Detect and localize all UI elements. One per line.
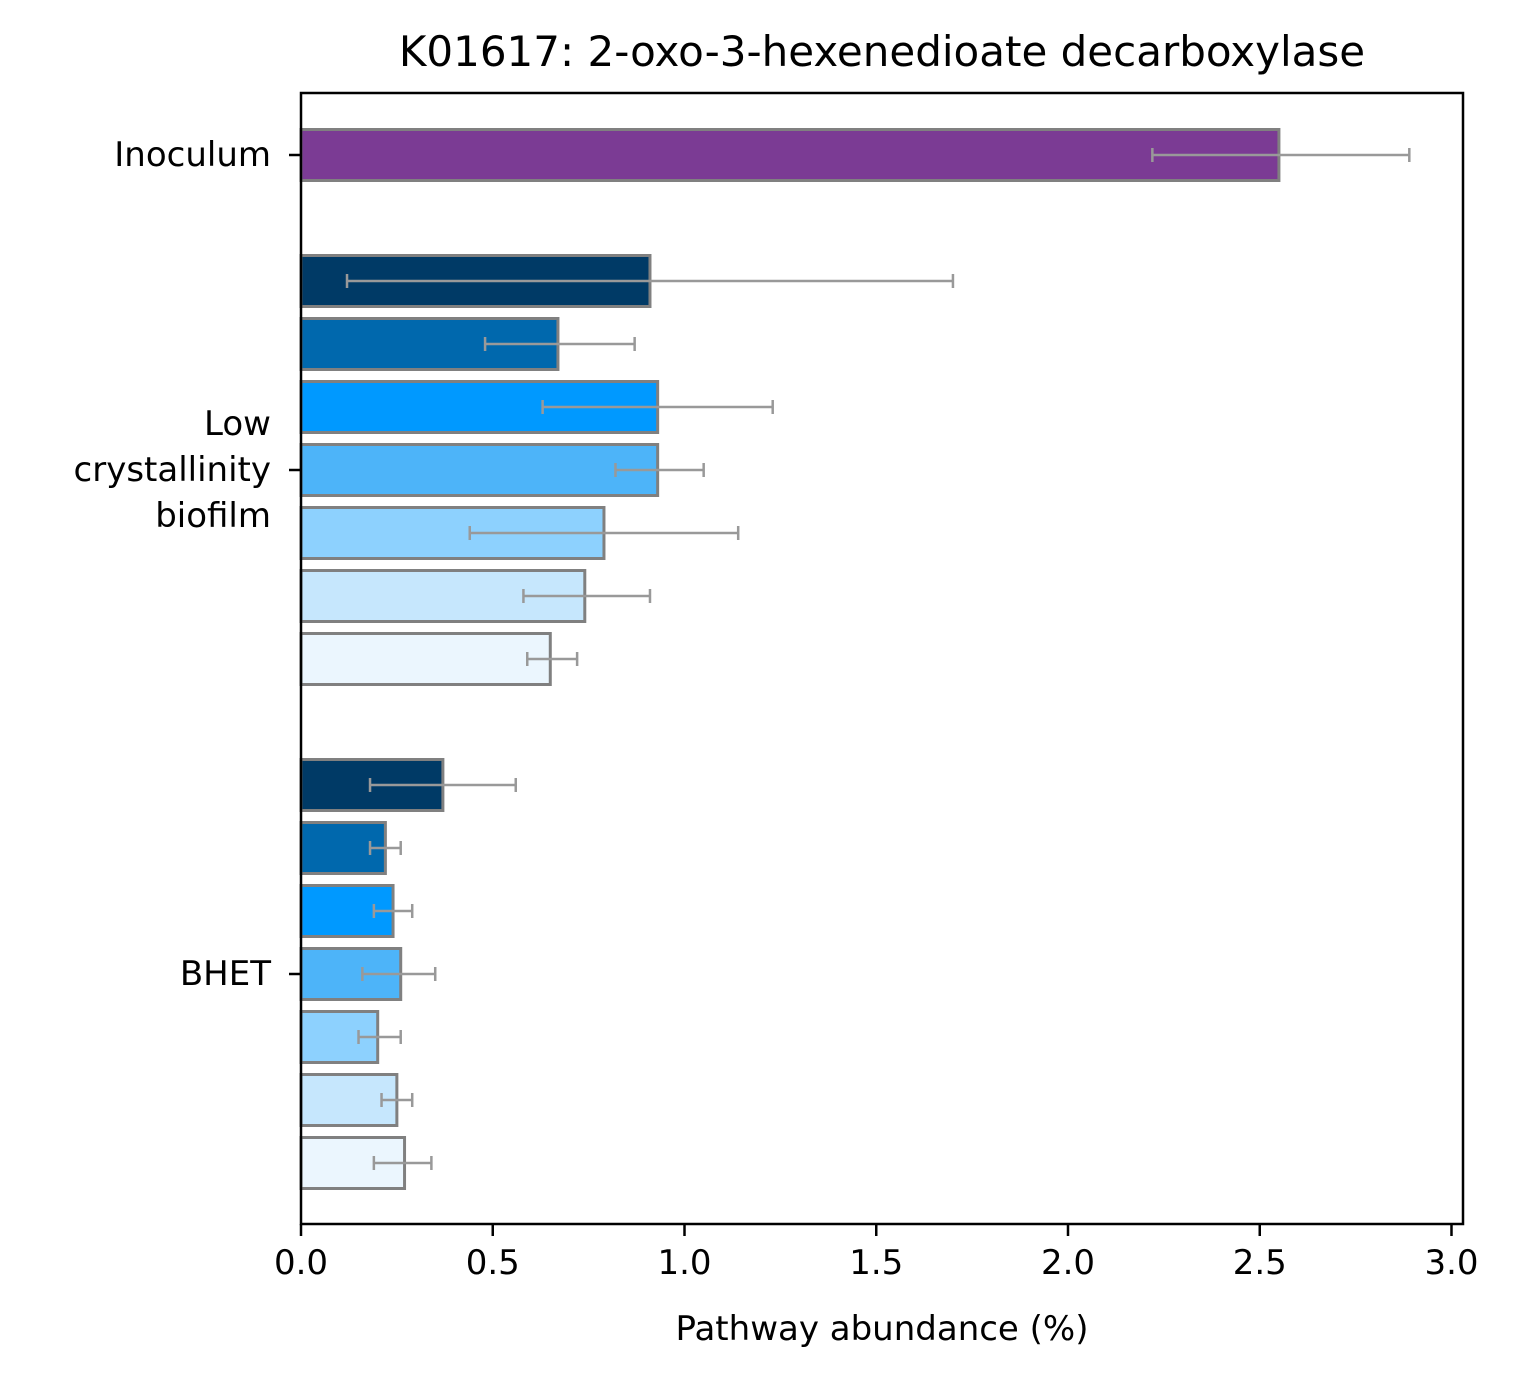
- plot-frame: [299, 91, 1465, 1226]
- x-tick-label: 2.5: [1233, 1243, 1287, 1283]
- x-tick-label: 1.5: [849, 1243, 903, 1283]
- bar: [299, 443, 660, 497]
- axes: Inoculum Low crystallinity biofilm BHET 0.0 0.…: [74, 91, 1479, 1283]
- x-tick-label: 2.0: [1041, 1243, 1095, 1283]
- plot-area: [299, 128, 1411, 1190]
- x-tick-label: 0.0: [274, 1243, 328, 1283]
- x-tick-label: 1.0: [657, 1243, 711, 1283]
- y-tick-label: crystallinity: [74, 450, 271, 490]
- x-axis-label: Pathway abundance (%): [676, 1309, 1089, 1349]
- x-tick-label: 3.0: [1424, 1243, 1478, 1283]
- y-tick-label: BHET: [180, 954, 271, 994]
- y-tick-label: biofilm: [155, 496, 271, 536]
- x-tick-label: 0.5: [466, 1243, 520, 1283]
- chart-title: K01617: 2-oxo-3-hexenedioate decarboxyla…: [399, 27, 1365, 76]
- y-tick-label: Inoculum: [114, 135, 271, 175]
- y-tick-label: Low: [204, 404, 271, 444]
- bar: [299, 128, 1281, 182]
- bar: [299, 632, 552, 686]
